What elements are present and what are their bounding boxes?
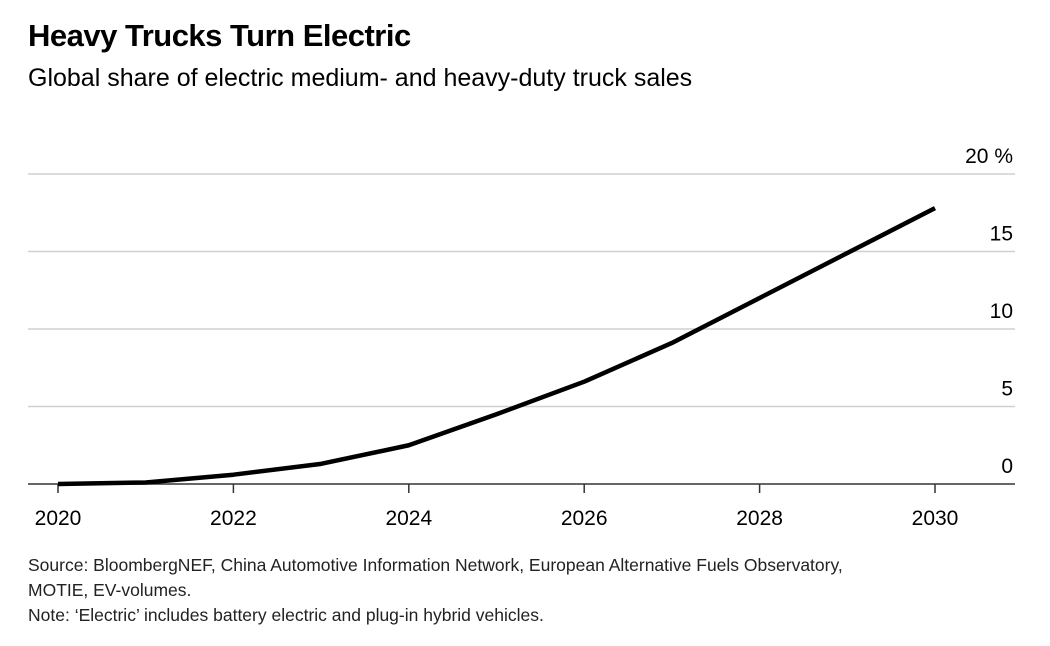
x-tick-label: 2020 <box>35 507 82 530</box>
x-tick-label: 2026 <box>561 507 608 530</box>
y-tick-label: 20 % <box>965 145 1013 168</box>
series-line <box>57 206 937 487</box>
source-note-cont: MOTIE, EV-volumes. <box>28 580 192 600</box>
x-tick-label: 2030 <box>912 507 959 530</box>
source-note: Source: BloombergNEF, China Automotive I… <box>28 555 843 575</box>
x-tick-label: 2024 <box>385 507 432 530</box>
chart-title: Heavy Trucks Turn Electric <box>28 18 411 53</box>
y-tick-label: 15 <box>990 223 1013 246</box>
y-tick-label: 10 <box>990 300 1013 323</box>
y-tick-label: 5 <box>1001 378 1013 401</box>
chart-subtitle: Global share of electric medium- and hea… <box>28 64 693 92</box>
y-tick-label: 0 <box>1001 455 1013 478</box>
footnote: Note: ‘Electric’ includes battery electr… <box>28 605 544 625</box>
x-tick-label: 2028 <box>736 507 783 530</box>
x-tick-label: 2022 <box>210 507 257 530</box>
